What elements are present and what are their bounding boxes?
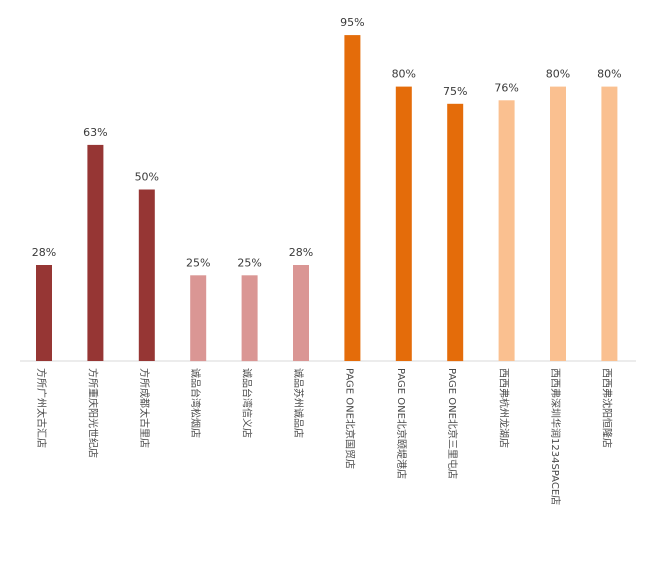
bar-4: [190, 275, 207, 362]
bar-1: [36, 265, 52, 361]
category-label-9: PAGE ONE北京三里屯店: [446, 368, 459, 479]
bar-6: [293, 265, 309, 361]
bar-10: [498, 100, 515, 362]
value-label-10: 76%: [494, 81, 518, 94]
category-label-3: 方所成都太古里店: [138, 368, 151, 448]
category-label-11: 西西弗深圳华润1234SPACE店: [549, 368, 562, 505]
bar-2: [87, 144, 104, 361]
category-label-6: 诚品苏州诚品店: [292, 368, 305, 438]
bar-3: [138, 189, 155, 361]
category-labels-group: 方所广州太古汇店 方所重庆阳光世纪店 方所成都太古里店 诚品台湾松烟店 诚品台湾信义店 诚…: [35, 368, 613, 505]
category-label-1: 方所广州太古汇店: [35, 368, 48, 448]
category-label-5: 诚品台湾信义店: [241, 368, 254, 438]
category-label-7: PAGE ONE北京国贸店: [343, 368, 356, 469]
value-label-5: 25%: [237, 256, 261, 269]
value-label-6: 28%: [289, 246, 313, 259]
value-label-8: 80%: [392, 68, 416, 81]
value-label-11: 80%: [546, 68, 570, 81]
category-label-12: 西西弗沈阳恒隆店: [600, 368, 613, 448]
category-label-8: PAGE ONE北京颐堤港店: [395, 368, 408, 479]
value-label-2: 63%: [83, 126, 107, 139]
value-label-3: 50%: [135, 171, 159, 184]
bar-11: [550, 86, 566, 361]
bars-group: [36, 35, 618, 362]
value-label-12: 80%: [597, 68, 621, 81]
category-label-10: 西西弗杭州龙湖店: [498, 368, 511, 448]
bar-7: [344, 35, 361, 361]
category-label-2: 方所重庆阳光世纪店: [86, 368, 99, 458]
value-label-7: 95%: [340, 16, 364, 29]
value-label-4: 25%: [186, 256, 210, 269]
value-label-1: 28%: [32, 246, 56, 259]
bar-5: [241, 275, 258, 362]
category-label-4: 诚品台湾松烟店: [189, 368, 202, 438]
value-label-9: 75%: [443, 85, 467, 98]
bar-9: [447, 103, 464, 362]
bar-8: [395, 86, 412, 361]
value-labels-group: 28% 63% 50% 25% 25% 28% 95% 80% 75% 76% 80% 80%: [32, 16, 622, 269]
bar-12: [601, 86, 618, 361]
